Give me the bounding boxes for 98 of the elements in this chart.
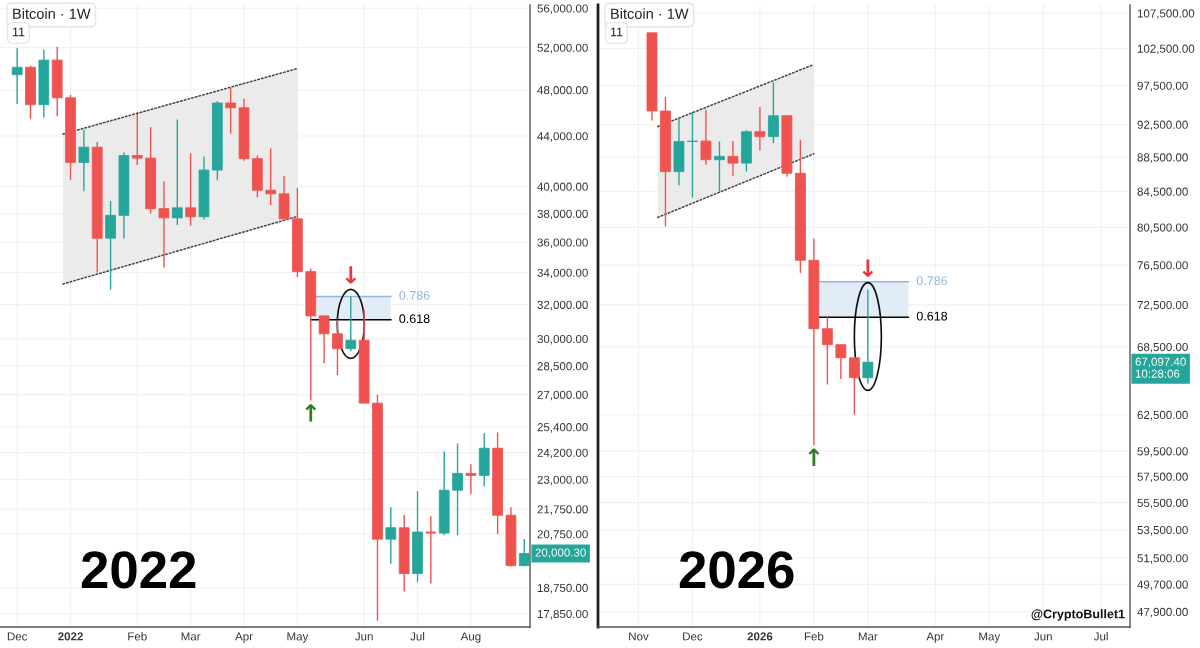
y-tick-label: 27,000.00 — [537, 390, 588, 401]
text: 67,097.40 10:28:06 — [1135, 357, 1186, 378]
annotation: @CryptoBullet1 — [1031, 609, 1125, 621]
series-label: 0.786 — [916, 276, 948, 286]
x-tick-label: Mar — [858, 632, 878, 641]
y-tick-label: 49,700.00 — [1137, 580, 1188, 591]
x-tick-label: Apr — [926, 632, 945, 643]
candlestick — [452, 442, 463, 537]
candlestick — [848, 357, 860, 416]
y-tick-label: 47,900.00 — [1137, 607, 1188, 618]
y-tick-label: 62,500.00 — [1137, 410, 1188, 421]
chart-title: Bitcoin · 1W — [13, 8, 91, 19]
y-tick-label: 59,500.00 — [1137, 447, 1188, 457]
annotation: ↑ — [305, 404, 317, 422]
candlestick — [700, 108, 712, 166]
x-tick-label: Feb — [804, 632, 824, 641]
annotation: ↓ — [345, 266, 357, 284]
y-tick-label: 44,000.00 — [537, 132, 588, 142]
candlestick — [131, 113, 143, 166]
candlestick — [171, 118, 183, 226]
y-tick-label: 57,500.00 — [1137, 472, 1188, 483]
x-tick-label: Jul — [410, 632, 425, 641]
candlestick — [862, 288, 874, 385]
y-tick-label: 68,500.00 — [1137, 342, 1188, 353]
y-tick-label: 36,000.00 — [537, 238, 588, 248]
y-tick-label: 88,500.00 — [1137, 153, 1188, 163]
x-tick-label: 2026 — [747, 632, 773, 641]
x-tick-label: Dec — [683, 632, 703, 641]
y-tick-label: 30,000.00 — [537, 334, 588, 345]
x-tick-label: Apr — [235, 632, 253, 643]
candlestick — [158, 180, 170, 269]
candlestick — [835, 344, 847, 380]
series-label: 0.618 — [916, 311, 948, 321]
y-tick-label: 17,850.00 — [537, 609, 588, 620]
candlestick — [425, 515, 437, 585]
x-tick-label: May — [287, 632, 309, 643]
annotation: 2026 — [679, 551, 794, 589]
y-tick-label: 84,500.00 — [1137, 187, 1188, 198]
y-tick-label: 20,750.00 — [537, 530, 588, 540]
chart-title: Bitcoin · 1W — [611, 8, 689, 19]
y-tick-label: 92,500.00 — [1137, 120, 1188, 131]
candlestick — [714, 140, 725, 193]
text: 11 — [610, 27, 623, 37]
y-tick-label: 38,000.00 — [537, 209, 588, 220]
candlestick — [11, 47, 23, 105]
x-tick-label: Mar — [181, 632, 201, 641]
x-tick-label: Jun — [355, 632, 373, 641]
y-tick-label: 18,750.00 — [537, 583, 588, 594]
x-tick-label: Aug — [460, 632, 481, 643]
y-tick-label: 55,500.00 — [1137, 498, 1188, 509]
y-tick-label: 72,500.00 — [1137, 300, 1188, 311]
y-tick-label: 24,200.00 — [537, 448, 588, 459]
y-tick-label: 25,400.00 — [537, 423, 588, 433]
candlestick — [727, 140, 739, 177]
candlestick — [385, 506, 397, 565]
candlestick — [78, 129, 90, 192]
y-tick-label: 107,500.00 — [1137, 9, 1195, 19]
y-tick-label: 53,500.00 — [1137, 525, 1188, 536]
candlestick — [821, 316, 833, 386]
y-tick-label: 102,500.00 — [1137, 44, 1195, 55]
series-label: 0.786 — [399, 290, 430, 300]
y-tick-label: 21,750.00 — [537, 505, 588, 515]
annotation: 2022 — [81, 551, 196, 589]
y-tick-label: 34,000.00 — [537, 268, 588, 279]
candlestick — [318, 315, 330, 364]
x-tick-label: Nov — [629, 632, 649, 641]
candlestick — [265, 147, 277, 207]
y-tick-label: 76,500.00 — [1137, 261, 1188, 271]
y-tick-label: 40,000.00 — [537, 182, 588, 193]
y-tick-label: 48,000.00 — [537, 86, 588, 96]
candlestick — [225, 87, 237, 135]
x-tick-label: Feb — [128, 632, 147, 641]
series-label: 0.618 — [399, 314, 430, 324]
candlestick — [754, 106, 766, 152]
y-tick-label: 56,000.00 — [537, 4, 588, 14]
y-tick-label: 28,500.00 — [537, 362, 588, 372]
y-tick-label: 80,500.00 — [1137, 223, 1188, 233]
y-tick-label: 23,000.00 — [537, 475, 588, 486]
annotation: 20,000.30 — [535, 548, 586, 558]
x-tick-label: Jun — [1034, 632, 1052, 641]
candlestick — [465, 463, 477, 495]
annotation: ↓ — [862, 259, 874, 277]
x-tick-label: 2022 — [58, 632, 83, 641]
x-tick-label: Jul — [1093, 632, 1108, 641]
y-tick-label: 51,500.00 — [1137, 554, 1188, 564]
y-tick-label: 97,500.00 — [1137, 81, 1188, 92]
annotation: ↑ — [808, 448, 820, 466]
candlestick — [332, 319, 343, 376]
candlestick — [345, 295, 357, 353]
candlestick — [767, 81, 779, 144]
y-tick-label: 52,000.00 — [537, 43, 588, 54]
text: 11 — [12, 27, 25, 37]
x-tick-label: May — [979, 632, 1001, 643]
candlestick — [185, 152, 197, 227]
candlestick — [105, 200, 116, 291]
x-tick-label: Dec — [7, 632, 28, 641]
candlestick — [687, 111, 698, 199]
y-tick-label: 32,000.00 — [537, 300, 588, 311]
